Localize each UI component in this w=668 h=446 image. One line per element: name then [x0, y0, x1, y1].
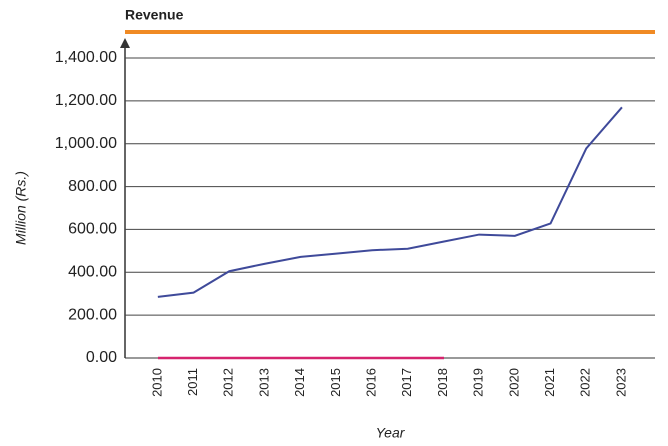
x-tick-label: 2016	[363, 368, 378, 397]
chart-title: Revenue	[125, 7, 184, 23]
x-tick-label: 2014	[292, 368, 307, 397]
x-tick-label: 2010	[149, 368, 164, 397]
y-axis-label: Million (Rs.)	[13, 171, 29, 245]
y-tick-label: 1,000.00	[55, 135, 117, 152]
x-tick-label: 2019	[471, 368, 486, 397]
series-line	[157, 106, 623, 298]
plot: 0.00 200.00 400.00 600.00 800.00 1,000.00 1,20…	[55, 49, 655, 397]
y-tick-label: 1,400.00	[55, 49, 117, 66]
y-tick-label: 1,200.00	[55, 92, 117, 109]
x-axis-label: Year	[376, 425, 406, 441]
x-tick-label: 2022	[578, 368, 593, 397]
x-tick-label: 2013	[256, 368, 271, 397]
x-tick-label: 2018	[435, 368, 450, 397]
x-tick-label: 2015	[328, 368, 343, 397]
x-tick-label: 2020	[506, 368, 521, 397]
y-tick-label: 200.00	[68, 306, 117, 323]
x-tick-label: 2021	[542, 368, 557, 397]
y-tick-label: 400.00	[68, 264, 117, 281]
y-tick-label: 600.00	[68, 221, 117, 238]
x-tick-label: 2011	[185, 368, 200, 396]
x-tick-label: 2017	[399, 368, 414, 397]
axis-arrow	[120, 38, 130, 48]
y-tick-label: 800.00	[68, 178, 117, 195]
y-tick-label: 0.00	[86, 349, 117, 366]
x-tick-label: 2012	[221, 368, 236, 397]
x-tick-label: 2023	[613, 368, 628, 397]
